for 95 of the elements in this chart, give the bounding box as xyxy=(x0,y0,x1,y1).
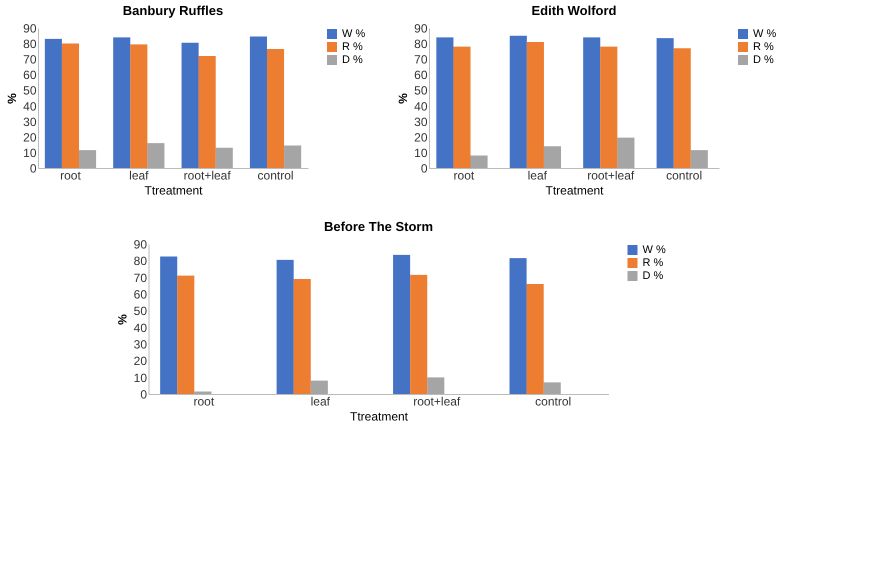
bar xyxy=(294,279,311,394)
bar xyxy=(526,42,544,168)
x-axis-title: Ttreatment xyxy=(545,184,604,198)
x-tick-label: control xyxy=(258,168,294,182)
bar xyxy=(79,150,96,168)
y-tick-label: 0 xyxy=(420,162,428,176)
y-axis-title: % xyxy=(396,92,410,104)
bar xyxy=(276,260,294,394)
legend-label: W % xyxy=(342,28,366,40)
y-axis-title: % xyxy=(5,92,20,104)
bar xyxy=(526,284,544,394)
bar xyxy=(453,46,471,168)
bar xyxy=(216,148,233,168)
y-tick-label: 50 xyxy=(134,304,148,318)
y-tick-label: 40 xyxy=(134,320,148,335)
bar xyxy=(674,48,691,168)
y-tick-label: 30 xyxy=(23,114,37,129)
bar xyxy=(177,276,194,394)
x-tick-label: control xyxy=(535,394,572,408)
y-tick-label: 70 xyxy=(23,52,37,67)
legend-label: D % xyxy=(342,54,363,66)
bar xyxy=(393,254,410,394)
x-tick-label: root+leaf xyxy=(184,168,232,182)
bar xyxy=(160,256,178,394)
bar xyxy=(544,146,562,168)
bar xyxy=(427,377,444,394)
bar xyxy=(436,37,454,168)
y-tick-label: 90 xyxy=(414,22,428,36)
x-tick-label: root xyxy=(193,394,215,408)
y-tick-label: 20 xyxy=(414,130,428,144)
y-tick-label: 50 xyxy=(414,84,428,98)
y-tick-label: 0 xyxy=(30,162,37,176)
bar xyxy=(510,258,527,394)
y-tick-label: 40 xyxy=(414,99,428,114)
x-tick-label: root+leaf xyxy=(413,394,461,408)
bar xyxy=(130,44,148,168)
y-tick-label: 70 xyxy=(134,270,148,285)
x-tick-label: root xyxy=(454,168,475,182)
x-tick-label: root+leaf xyxy=(587,168,635,182)
bar xyxy=(284,145,302,168)
bar xyxy=(147,143,164,168)
legend-label: D % xyxy=(753,54,774,66)
y-tick-label: 10 xyxy=(134,370,148,385)
legend-label: D % xyxy=(642,270,664,282)
bar xyxy=(583,37,600,168)
bar xyxy=(310,380,328,394)
y-tick-label: 80 xyxy=(134,254,148,268)
x-axis-title: Ttreatment xyxy=(350,410,409,424)
y-tick-label: 90 xyxy=(134,238,148,252)
legend-label: R % xyxy=(753,41,774,53)
bar xyxy=(690,150,708,168)
x-tick-label: control xyxy=(666,168,702,182)
bar xyxy=(113,37,130,168)
bar xyxy=(410,274,428,394)
x-axis-title: Ttreatment xyxy=(144,184,204,198)
y-tick-label: 20 xyxy=(134,354,148,368)
chart-title: Edith Wolford xyxy=(532,3,617,18)
bar xyxy=(44,38,62,168)
bar xyxy=(656,38,674,168)
legend-label: W % xyxy=(753,28,776,40)
y-tick-label: 10 xyxy=(414,146,428,160)
y-tick-label: 60 xyxy=(414,68,428,82)
x-tick-label: root xyxy=(60,168,82,182)
bar xyxy=(544,382,561,394)
legend-label: R % xyxy=(342,41,363,53)
y-tick-label: 50 xyxy=(23,84,37,98)
y-tick-label: 0 xyxy=(140,388,148,402)
y-tick-label: 90 xyxy=(23,22,37,36)
bar xyxy=(266,49,284,168)
y-axis-title: % xyxy=(116,314,130,325)
y-tick-label: 30 xyxy=(414,114,428,129)
y-tick-label: 80 xyxy=(23,37,37,52)
legend-label: R % xyxy=(642,257,664,269)
y-tick-label: 60 xyxy=(23,68,37,82)
y-tick-label: 30 xyxy=(134,338,148,352)
x-tick-label: leaf xyxy=(528,168,548,182)
x-tick-label: leaf xyxy=(129,168,150,182)
y-tick-label: 10 xyxy=(23,146,37,160)
chart-title: Banbury Ruffles xyxy=(122,3,224,18)
y-tick-label: 70 xyxy=(414,52,428,67)
bar xyxy=(510,36,527,168)
bar xyxy=(470,156,488,168)
y-tick-label: 80 xyxy=(414,37,428,52)
bar xyxy=(600,46,618,168)
y-tick-label: 40 xyxy=(23,99,37,114)
y-tick-label: 60 xyxy=(134,288,148,302)
chart-title: Before The Storm xyxy=(324,219,434,234)
x-tick-label: leaf xyxy=(310,394,331,408)
bar xyxy=(198,56,216,168)
bar xyxy=(62,44,80,168)
bar xyxy=(182,42,199,168)
y-tick-label: 20 xyxy=(23,130,37,144)
bar xyxy=(617,138,634,168)
bar xyxy=(250,36,267,168)
legend-label: W % xyxy=(642,244,666,256)
